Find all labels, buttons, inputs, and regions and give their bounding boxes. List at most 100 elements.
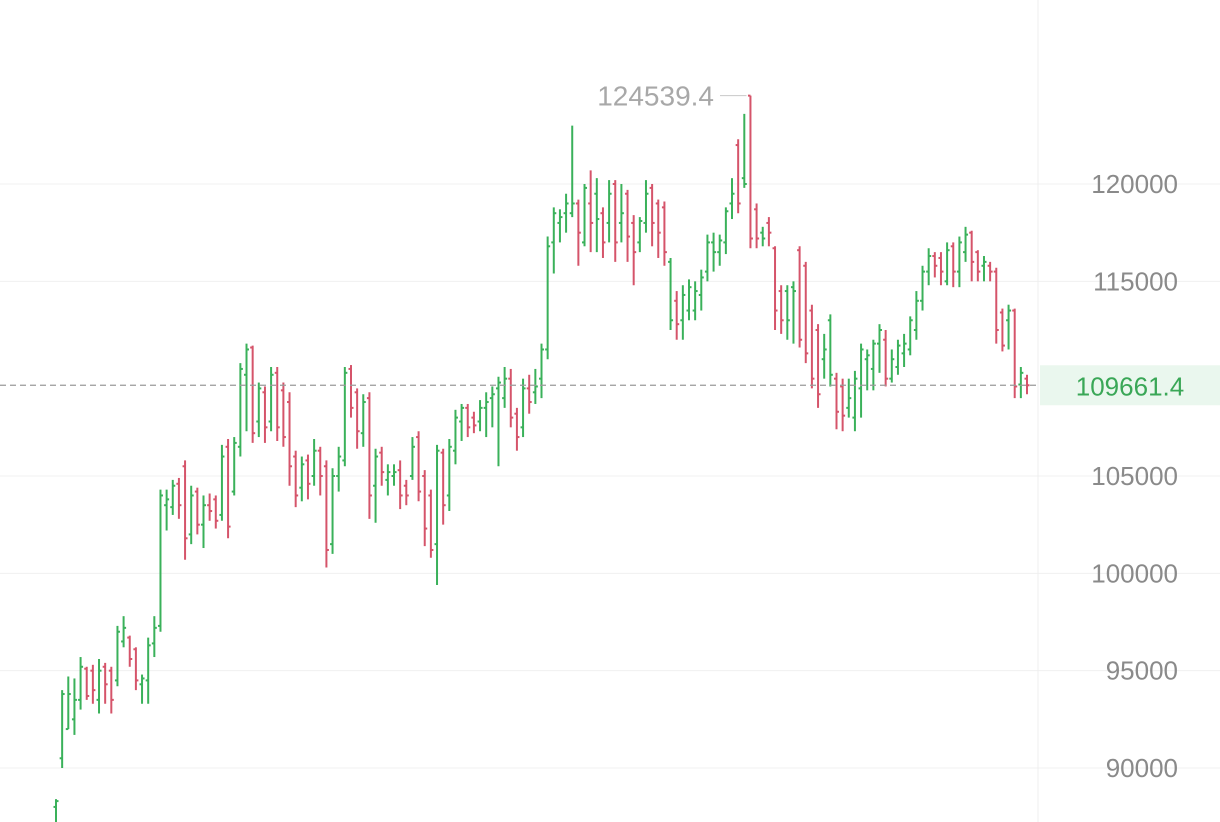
price-bar xyxy=(600,207,606,258)
price-bar xyxy=(526,374,532,414)
price-bar xyxy=(852,370,858,432)
price-bar xyxy=(194,487,200,535)
price-bar xyxy=(649,184,655,247)
price-bar xyxy=(766,217,772,247)
price-bar xyxy=(65,676,71,731)
price-bar xyxy=(618,184,624,243)
price-bar xyxy=(514,407,520,451)
price-bar xyxy=(532,368,538,404)
price-bar xyxy=(348,365,354,418)
price-bar xyxy=(274,366,280,441)
price-bar xyxy=(440,448,446,525)
price-bar xyxy=(231,437,237,496)
price-bar xyxy=(336,446,342,492)
price-bar xyxy=(151,616,157,658)
price-bar xyxy=(471,411,477,434)
price-bar xyxy=(569,125,575,218)
price-bar xyxy=(59,690,65,768)
price-bar xyxy=(833,372,839,430)
price-bar xyxy=(477,400,483,432)
last-price-label: 109661.4 xyxy=(1076,371,1184,401)
price-bar xyxy=(1024,374,1030,395)
price-bar xyxy=(373,448,379,523)
last-price-background xyxy=(1040,365,1220,406)
y-tick-label: 90000 xyxy=(1106,753,1178,783)
price-bar xyxy=(790,281,796,344)
price-bar xyxy=(563,193,569,233)
price-bar xyxy=(508,368,514,428)
price-bar xyxy=(520,378,526,438)
price-bar xyxy=(803,261,809,364)
price-bar xyxy=(827,314,833,387)
price-bars xyxy=(53,94,1030,822)
price-bar xyxy=(96,658,102,714)
price-bar xyxy=(655,199,661,258)
price-bar xyxy=(926,248,932,286)
price-bar xyxy=(680,285,686,340)
price-bar xyxy=(502,366,508,408)
price-bar xyxy=(366,392,372,519)
price-bar xyxy=(698,269,704,311)
price-bar xyxy=(262,386,268,443)
price-bar xyxy=(1012,308,1018,399)
price-bar xyxy=(200,495,206,549)
price-bar xyxy=(287,392,293,486)
price-bar xyxy=(317,446,323,496)
price-bar xyxy=(686,279,692,321)
y-tick-label: 120000 xyxy=(1091,169,1178,199)
y-tick-label: 115000 xyxy=(1093,266,1178,296)
price-bar xyxy=(170,479,176,515)
price-bar xyxy=(305,454,311,500)
price-bar xyxy=(489,386,495,428)
price-bar xyxy=(114,625,120,687)
price-bar xyxy=(557,209,563,243)
price-bar xyxy=(268,366,274,432)
price-bar xyxy=(256,382,262,438)
price-bar xyxy=(772,246,778,330)
price-bar xyxy=(704,234,710,282)
y-tick-label: 105000 xyxy=(1091,461,1178,491)
price-bar xyxy=(870,339,876,391)
price-bar xyxy=(465,403,471,438)
price-bar xyxy=(495,376,501,467)
price-bar xyxy=(588,170,594,253)
price-bar xyxy=(932,252,938,278)
price-bar xyxy=(207,493,213,521)
price-bar xyxy=(323,460,329,568)
price-bar xyxy=(594,178,600,253)
price-bar xyxy=(403,479,409,506)
price-bar xyxy=(784,285,790,340)
price-bar xyxy=(78,657,84,710)
price-bar xyxy=(907,316,913,356)
price-bar xyxy=(250,345,256,443)
price-bar xyxy=(90,664,96,704)
price-bar xyxy=(133,647,139,691)
price-bar xyxy=(311,439,317,486)
grid-lines xyxy=(0,183,1220,769)
price-bar xyxy=(237,363,243,457)
price-bar xyxy=(379,446,385,486)
chart-overlays: 109661.4 124539.4 xyxy=(0,81,1220,406)
price-bar xyxy=(483,392,489,438)
price-bar xyxy=(446,439,452,512)
price-bar xyxy=(735,139,741,214)
price-bar xyxy=(121,616,127,648)
price-bar xyxy=(858,343,864,418)
price-bar xyxy=(330,468,336,554)
price-bar xyxy=(969,230,975,282)
price-bar xyxy=(668,257,674,330)
price-bar xyxy=(975,250,981,282)
price-bar xyxy=(157,489,163,632)
price-bar xyxy=(711,232,717,272)
price-bar xyxy=(747,94,753,249)
price-bar xyxy=(692,281,698,321)
price-bar xyxy=(901,333,907,367)
price-bar xyxy=(188,485,194,545)
price-bar xyxy=(729,178,735,220)
price-bar xyxy=(582,184,588,247)
price-bar xyxy=(809,304,815,389)
price-bar xyxy=(452,409,458,465)
price-bar xyxy=(280,382,286,447)
